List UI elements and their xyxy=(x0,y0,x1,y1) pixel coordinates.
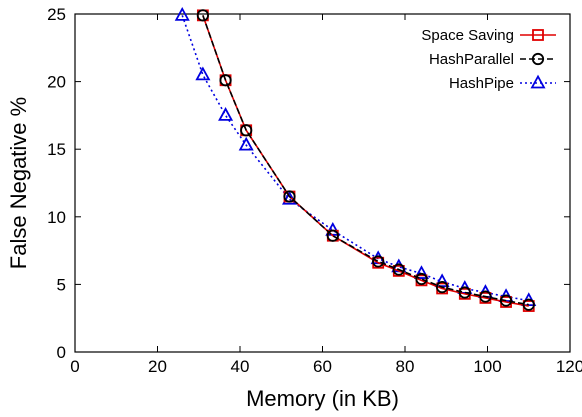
legend-label: HashParallel xyxy=(429,51,514,68)
y-axis-title: False Negative % xyxy=(6,97,31,269)
data-point xyxy=(238,136,254,151)
data-point xyxy=(240,124,253,137)
data-point xyxy=(174,6,190,21)
x-tick-label: 40 xyxy=(231,357,250,376)
legend: Space Saving HashParallel HashPipe xyxy=(421,27,556,92)
x-tick-label: 20 xyxy=(148,357,167,376)
axis-ticks: 0 20 40 60 80 100 120 0 5 10 15 20 25 xyxy=(47,5,582,376)
data-point xyxy=(283,190,296,203)
data-point xyxy=(218,107,234,121)
data-point xyxy=(392,263,405,276)
data-point xyxy=(458,286,471,299)
y-tick-label: 10 xyxy=(47,208,66,227)
x-tick-label: 100 xyxy=(473,357,501,376)
data-point xyxy=(415,272,428,286)
data-point xyxy=(522,298,535,311)
data-point xyxy=(479,290,492,303)
data-point xyxy=(413,265,430,279)
y-tick-label: 25 xyxy=(47,5,66,24)
data-point xyxy=(219,74,232,87)
y-tick-label: 20 xyxy=(47,73,66,92)
legend-item: HashPipe xyxy=(449,74,556,92)
series-hashparallel xyxy=(196,9,535,311)
data-point xyxy=(326,229,339,242)
legend-marker xyxy=(532,29,544,41)
legend-item: Space Saving xyxy=(421,27,556,44)
legend-marker xyxy=(531,52,545,66)
legend-item: HashParallel xyxy=(429,51,556,68)
data-point xyxy=(436,281,449,294)
data-point xyxy=(499,294,513,307)
legend-label: HashPipe xyxy=(449,75,514,92)
data-point xyxy=(372,255,385,268)
y-tick-label: 5 xyxy=(57,275,66,294)
series-layer xyxy=(174,6,537,312)
x-tick-label: 60 xyxy=(313,357,332,376)
legend-label: Space Saving xyxy=(421,27,514,44)
y-tick-label: 15 xyxy=(47,140,66,159)
x-tick-label: 80 xyxy=(396,357,415,376)
legend-marker xyxy=(530,74,546,89)
data-point xyxy=(434,273,450,288)
x-tick-label: 0 xyxy=(70,357,79,376)
x-tick-label: 120 xyxy=(556,357,582,376)
series-line xyxy=(202,15,529,306)
x-axis-title: Memory (in KB) xyxy=(246,386,399,411)
data-point xyxy=(196,9,209,22)
y-tick-label: 0 xyxy=(57,343,66,362)
data-point xyxy=(195,66,211,81)
